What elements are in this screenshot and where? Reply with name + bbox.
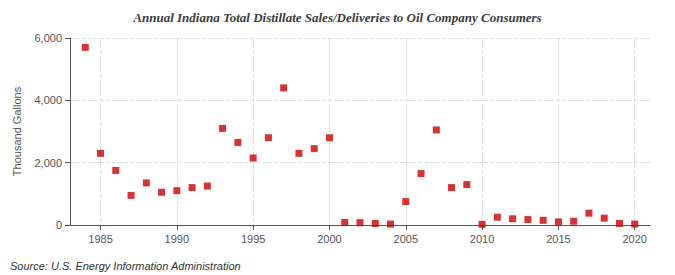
svg-text:2020: 2020 — [622, 233, 646, 245]
svg-text:Source: U.S. Energy Informatio: Source: U.S. Energy Information Administ… — [10, 260, 241, 272]
svg-text:Thousand Gallons: Thousand Gallons — [11, 86, 23, 176]
svg-text:2000: 2000 — [317, 233, 341, 245]
svg-text:1985: 1985 — [88, 233, 112, 245]
svg-text:1995: 1995 — [241, 233, 265, 245]
svg-text:6,000: 6,000 — [34, 32, 62, 44]
svg-text:2015: 2015 — [546, 233, 570, 245]
svg-text:1990: 1990 — [165, 233, 189, 245]
svg-text:Annual Indiana Total Distillat: Annual Indiana Total Distillate Sales/De… — [132, 10, 541, 25]
svg-text:2,000: 2,000 — [34, 157, 62, 169]
svg-text:2005: 2005 — [394, 233, 418, 245]
svg-text:2010: 2010 — [470, 233, 494, 245]
svg-text:0: 0 — [56, 219, 62, 231]
svg-text:4,000: 4,000 — [34, 94, 62, 106]
